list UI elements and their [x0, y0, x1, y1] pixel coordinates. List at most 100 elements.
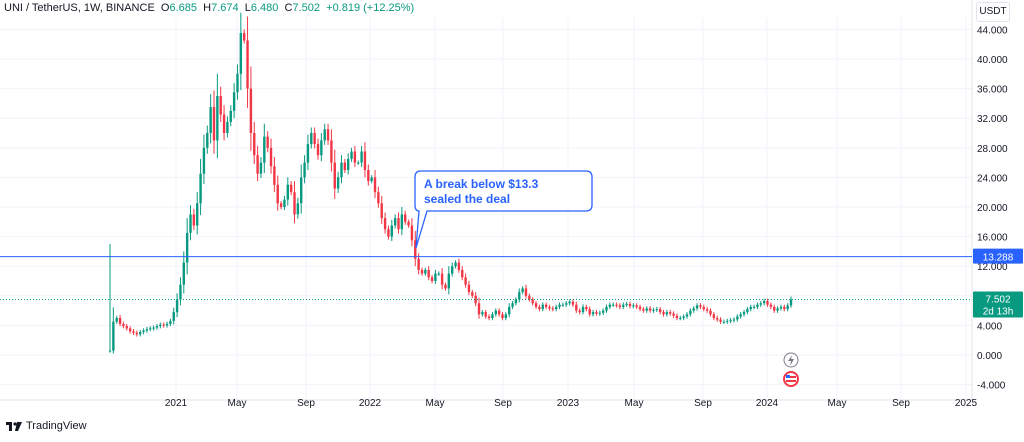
- candle-body: [212, 107, 216, 141]
- candle-body: [544, 304, 548, 307]
- candle-body: [568, 301, 571, 304]
- candle-body: [242, 33, 246, 41]
- candle-body: [216, 96, 219, 141]
- candle-body: [652, 309, 655, 311]
- candle-body: [601, 310, 605, 313]
- candle-body: [400, 214, 404, 230]
- candle-body: [159, 324, 162, 327]
- candle-body: [437, 273, 440, 275]
- y-tick-label: -4.000: [977, 381, 1006, 392]
- candle-body: [457, 262, 461, 270]
- candle-body: [618, 305, 622, 307]
- candle-body: [313, 133, 316, 145]
- candle-body: [122, 323, 125, 327]
- candle-body: [155, 326, 159, 328]
- candle-body: [739, 314, 742, 317]
- candle-body: [226, 121, 229, 133]
- candle-body: [383, 218, 387, 230]
- candle-body: [632, 305, 635, 307]
- candle-body: [578, 310, 581, 313]
- us-flag-stripe: [786, 380, 796, 382]
- candle-body: [501, 314, 504, 318]
- candle-body: [185, 232, 189, 263]
- candle-body: [471, 292, 474, 296]
- candle-body: [605, 306, 608, 311]
- x-tick-label: May: [625, 398, 644, 409]
- y-tick-label: 16.000: [977, 233, 1008, 244]
- candle-body: [286, 184, 289, 200]
- x-tick-label: 2024: [756, 398, 779, 409]
- candle-body: [511, 303, 514, 307]
- currency-unit-button[interactable]: USDT: [976, 2, 1010, 22]
- candle-body: [692, 308, 695, 311]
- candle-body: [169, 320, 172, 324]
- candle-body: [112, 321, 115, 351]
- us-flag-canton: [786, 375, 790, 378]
- candle-body: [162, 324, 165, 326]
- y-tick-label: 0.000: [977, 351, 1002, 362]
- level-price-label-bg: [973, 248, 1023, 264]
- candle-body: [541, 304, 544, 310]
- candle-body: [705, 309, 709, 311]
- candle-body: [585, 306, 588, 310]
- candle-body: [444, 284, 447, 289]
- y-tick-label: 32.000: [977, 114, 1008, 125]
- branding-label: TradingView: [26, 420, 87, 432]
- candle-body: [491, 314, 494, 318]
- candle-body: [135, 332, 139, 335]
- candle-body: [182, 262, 186, 285]
- candle-body: [269, 147, 273, 167]
- candle-body: [484, 312, 487, 317]
- y-tick-label: 12.000: [977, 262, 1008, 273]
- candle-body: [685, 314, 689, 317]
- change-value: +0.819 (+12.25%): [326, 2, 415, 14]
- candle-body: [732, 319, 736, 321]
- candle-body: [306, 144, 310, 163]
- candle-body: [561, 304, 565, 306]
- candle-body: [679, 318, 682, 319]
- candle-body: [296, 203, 300, 215]
- y-tick-label: 24.000: [977, 173, 1008, 184]
- candle-body: [128, 328, 132, 332]
- candle-body: [699, 305, 702, 307]
- candle-body: [316, 144, 320, 156]
- current-price-label-bg: [973, 291, 1023, 318]
- candle-body: [377, 192, 380, 204]
- candle-body: [783, 306, 786, 310]
- candle-body: [118, 318, 122, 324]
- candle-body: [729, 320, 732, 322]
- candle-body: [746, 309, 749, 313]
- candle-body: [779, 306, 783, 309]
- candle-body: [669, 312, 672, 314]
- candle-body: [474, 295, 477, 304]
- candle-body: [662, 312, 665, 315]
- candle-body: [588, 309, 591, 315]
- candle-body: [591, 312, 595, 315]
- candle-body: [454, 262, 457, 267]
- candle-body: [565, 303, 568, 305]
- candle-body: [709, 310, 712, 315]
- candle-body: [417, 258, 420, 270]
- candle-body: [196, 203, 199, 226]
- candle-body: [702, 306, 705, 310]
- candle-body: [464, 277, 467, 285]
- candle-body: [246, 40, 249, 89]
- annotation-callout[interactable]: [414, 170, 593, 249]
- candle-body: [427, 269, 430, 278]
- candle-body: [528, 295, 531, 300]
- candle-body: [206, 133, 209, 148]
- symbol-label: UNI / TetherUS, 1W, BINANCE: [4, 2, 155, 14]
- candle-body: [719, 319, 722, 322]
- candle-body: [125, 326, 128, 329]
- candle-body: [276, 184, 279, 204]
- candle-body: [222, 114, 226, 133]
- tradingview-logo[interactable]: TradingView: [6, 420, 87, 432]
- candle-body: [622, 304, 625, 307]
- candle-body: [256, 155, 259, 174]
- candle-body: [279, 203, 283, 207]
- candle-body: [165, 323, 169, 326]
- candle-body: [447, 273, 451, 289]
- candle-body: [333, 162, 336, 189]
- candle-body: [736, 316, 739, 320]
